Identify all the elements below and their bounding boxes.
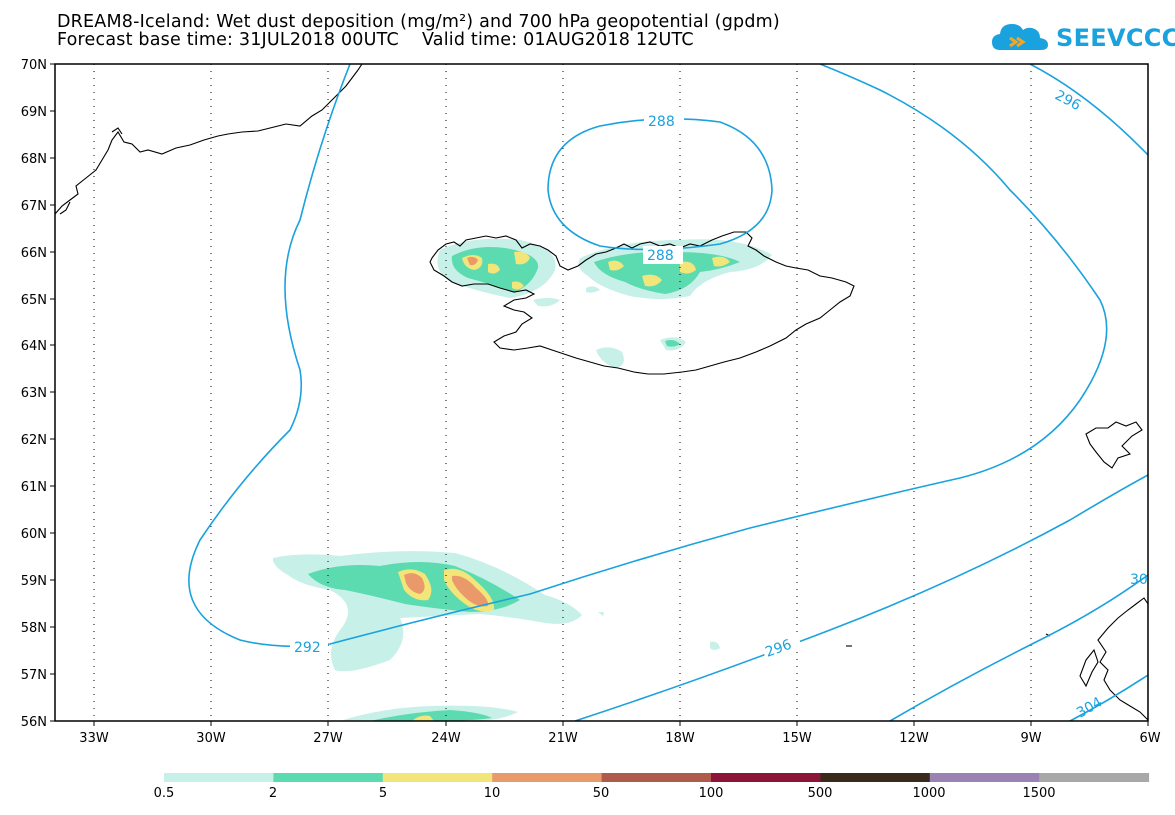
longitude-labels: 33W 30W 27W 24W 21W 18W 15W 12W 9W 6W: [79, 731, 1160, 746]
lat-label: 62N: [21, 433, 47, 448]
colorbar-swatch: [492, 773, 603, 782]
colorbar-swatch: [711, 773, 821, 782]
cloud-logo-icon: [992, 24, 1048, 50]
colorbar-tick: 0.5: [154, 786, 175, 801]
colorbar-swatch: [929, 773, 1040, 782]
contour-label-296-ne: 296: [1052, 87, 1083, 114]
lat-label: 66N: [21, 246, 47, 261]
lat-label: 60N: [21, 527, 47, 542]
colorbar-tick: 2: [269, 786, 277, 801]
logo-text: SEEVCCC: [1056, 24, 1175, 52]
lat-label: 65N: [21, 293, 47, 308]
colorbar-swatch: [601, 773, 712, 782]
lat-label: 68N: [21, 152, 47, 167]
colorbar-tick: 500: [808, 786, 833, 801]
lat-label: 69N: [21, 105, 47, 120]
colorbar-swatch: [164, 773, 274, 782]
seevccc-logo: SEEVCCC: [990, 18, 1175, 58]
axis-ticks: [50, 63, 1149, 726]
contour-label-288-iceland: 288: [647, 248, 674, 264]
lon-label: 21W: [548, 731, 578, 746]
geopotential-contours: [188, 64, 1148, 721]
colorbar-swatches: [164, 773, 1150, 782]
lat-label: 67N: [21, 199, 47, 214]
lon-label: 6W: [1139, 731, 1160, 746]
colorbar-swatch: [820, 773, 931, 782]
colorbar-tick: 10: [484, 786, 501, 801]
lat-label: 70N: [21, 58, 47, 73]
colorbar-tick: 1500: [1022, 786, 1055, 801]
colorbar-swatch: [382, 773, 493, 782]
contour-label-304: 304: [1074, 694, 1105, 721]
colorbar: 0.5 2 5 10 50 100 500 1000 1500: [154, 773, 1150, 801]
lat-label: 56N: [21, 715, 47, 730]
colorbar-tick: 1000: [912, 786, 945, 801]
lon-label: 18W: [665, 731, 695, 746]
dust-deposition-shading: [272, 238, 772, 721]
colorbar-labels: 0.5 2 5 10 50 100 500 1000 1500: [154, 786, 1056, 801]
colorbar-tick: 100: [699, 786, 724, 801]
latitude-labels: 70N 69N 68N 67N 66N 65N 64N 63N 62N 61N …: [21, 58, 47, 730]
lon-label: 30W: [196, 731, 226, 746]
lon-label: 33W: [79, 731, 109, 746]
colorbar-swatch: [273, 773, 384, 782]
lon-label: 27W: [313, 731, 343, 746]
coastlines: [55, 64, 1148, 721]
lat-label: 57N: [21, 668, 47, 683]
lon-label: 24W: [431, 731, 461, 746]
colorbar-tick: 50: [593, 786, 610, 801]
colorbar-tick: 5: [379, 786, 387, 801]
lon-label: 12W: [899, 731, 929, 746]
contour-labels: 288 288 292 296 296 304 30: [290, 87, 1148, 721]
lat-label: 58N: [21, 621, 47, 636]
map-title: DREAM8-Iceland: Wet dust deposition (mg/…: [57, 12, 780, 32]
contour-label-292: 292: [294, 640, 321, 656]
map-subtitle: Forecast base time: 31JUL2018 00UTC Vali…: [57, 30, 694, 50]
lat-label: 59N: [21, 574, 47, 589]
lat-label: 61N: [21, 480, 47, 495]
lat-label: 64N: [21, 339, 47, 354]
contour-label-288-north: 288: [648, 114, 675, 130]
lat-label: 63N: [21, 386, 47, 401]
lon-label: 15W: [782, 731, 812, 746]
contour-label-30-partial: 30: [1130, 572, 1148, 588]
colorbar-swatch: [1039, 773, 1150, 782]
lon-label: 9W: [1020, 731, 1041, 746]
